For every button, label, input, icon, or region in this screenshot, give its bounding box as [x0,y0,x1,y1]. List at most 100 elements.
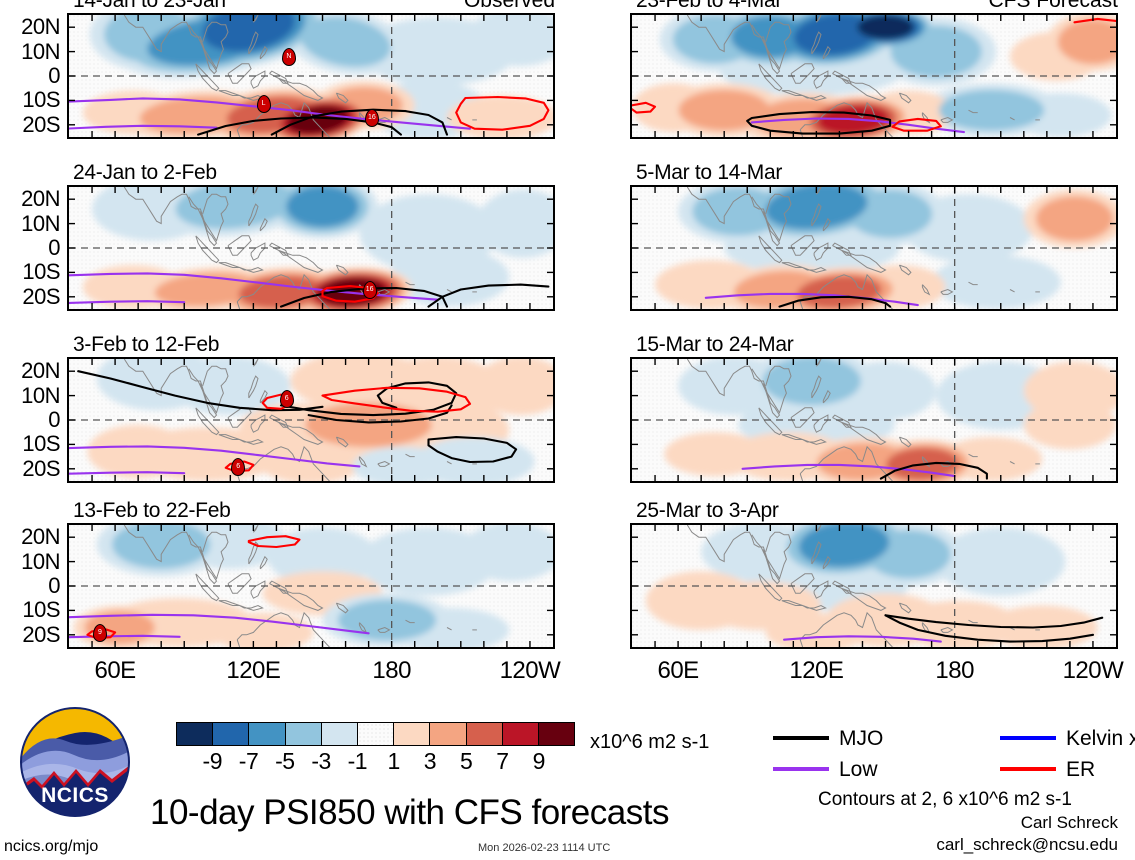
y-tick-label: 10S [22,597,60,623]
colorbar-swatch [430,723,467,745]
coastlines [123,525,477,647]
map-panel: 16 [67,185,555,311]
storm-marker: 9 [92,624,107,643]
colorbar-tick-label: 1 [387,748,400,774]
colorbar-tick-label: 3 [423,748,437,774]
contour-note: Contours at 2, 6 x10^6 m2 s-1 [818,789,1072,810]
legend-line-mjo [773,736,829,740]
colorbar-tick-label: 9 [532,748,546,774]
colorbar-units-label: x10^6 m2 s-1 [590,731,710,753]
storm-marker: 16 [362,281,377,300]
panel-title: 13-Feb to 22-Feb [73,499,231,522]
x-tick-label: 180 [935,657,974,684]
storm-marker: N [281,48,296,67]
y-tick-label: 0 [48,407,60,432]
y-tick-label: 20N [21,524,60,550]
map-panel [630,185,1118,311]
contour-lines [69,95,550,136]
y-tick-label: 10S [22,259,60,285]
legend-label: ER [1066,758,1096,781]
legend-line-er [1000,767,1056,771]
contour-lines [69,272,550,308]
colorbar-swatch [213,723,250,745]
panel-title: 25-Mar to 3-Apr [636,499,779,522]
column-header: Observed [463,0,555,12]
map-panel: 9 [67,523,555,649]
x-tick-label: 120W [499,657,561,684]
y-tick-label: 10N [21,38,60,64]
colorbar-swatch [177,723,214,745]
y-tick-label: 0 [48,63,60,88]
main-title: 10-day PSI850 with CFS forecasts [150,793,669,832]
panel-title: 14-Jan to 23-Jan [73,0,226,12]
panel-title: 15-Mar to 24-Mar [636,333,794,356]
legend-label: Low [839,758,878,781]
y-tick-label: 20S [22,455,60,481]
contour-lines [632,17,1116,135]
colorbar-tick-label: 7 [496,748,509,774]
colorbar-swatch [321,723,358,745]
author-email: carl_schreck@ncsu.edu [936,835,1118,854]
x-tick-label: 120E [226,657,281,684]
colorbar-tick-label: -1 [347,748,368,774]
y-tick-label: 10N [21,210,60,236]
colorbar-tick-label: -9 [202,748,223,774]
y-tick-label: 10S [22,431,60,457]
panel-title: 5-Mar to 14-Mar [636,161,783,184]
colorbar-tick-label: -3 [311,748,331,774]
colorbar-tick-label: -5 [275,748,295,774]
colorbar-swatch [466,723,503,745]
panel-title: 3-Feb to 12-Feb [73,333,220,356]
legend-line-low [773,767,829,771]
coastlines [686,359,1040,481]
storm-marker: L [256,94,271,113]
legend-label: Kelvin x2 [1066,727,1135,750]
legend-label: MJO [839,727,884,750]
panel-title: 23-Feb to 4-Mar [636,0,783,12]
map-panel: N L 16 [67,13,555,139]
colorbar-tick-label: 5 [460,748,473,774]
coastlines [123,359,477,481]
ncics-logo: NCICS [20,707,130,817]
coastlines [686,525,1040,647]
colorbar [176,722,575,746]
contour-lines [783,614,1104,643]
y-tick-label: 10N [21,382,60,408]
y-tick-label: 20N [21,186,60,212]
storm-marker: 16 [364,109,379,128]
legend-line-kelvin-x2 [1000,736,1056,740]
colorbar-swatch [285,723,322,745]
colorbar-swatch [249,723,286,745]
colorbar-swatch [357,723,395,745]
y-tick-label: 0 [48,235,60,260]
contour-lines [69,535,370,640]
y-tick-label: 20S [22,283,60,309]
y-tick-label: 0 [48,573,60,598]
colorbar-swatch [394,723,431,745]
x-tick-label: 60E [657,657,699,684]
colorbar-swatch [502,723,539,745]
contour-lines [741,461,988,480]
map-panel [630,357,1118,483]
contour-lines [69,370,518,475]
x-tick-label: 180 [372,657,411,684]
panel-title: 24-Jan to 2-Feb [73,161,217,184]
y-tick-label: 10N [21,548,60,574]
site-url: ncics.org/mjo [4,838,99,855]
colorbar-tick-label: -7 [238,748,259,774]
svg-text:NCICS: NCICS [41,784,109,807]
x-tick-label: 120E [789,657,844,684]
y-tick-label: 20S [22,621,60,647]
y-tick-label: 20N [21,358,60,384]
column-header: CFS Forecast [988,0,1118,12]
author-name: Carl Schreck [1020,813,1118,832]
x-tick-label: 60E [94,657,136,684]
y-tick-label: 20S [22,111,60,137]
x-tick-label: 120W [1062,657,1124,684]
generation-timestamp: Mon 2026-02-23 1114 UTC [478,842,611,854]
y-tick-label: 20N [21,14,60,40]
storm-marker: 6 [279,390,294,409]
y-tick-label: 10S [22,87,60,113]
map-panel [630,523,1118,649]
